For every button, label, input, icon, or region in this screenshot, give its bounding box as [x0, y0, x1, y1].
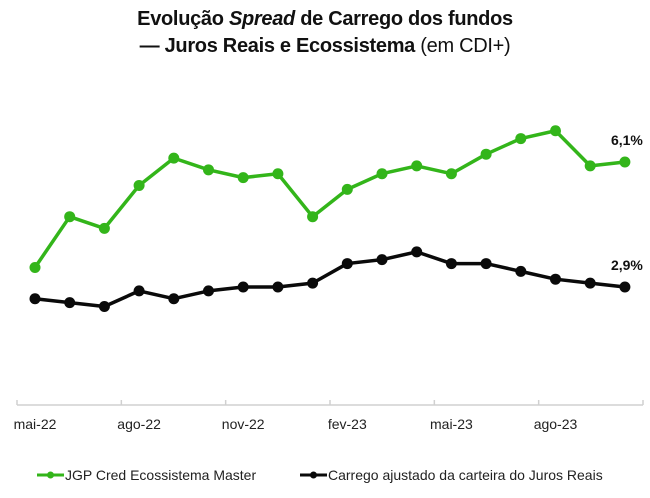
data-point	[203, 285, 214, 297]
data-point	[445, 168, 457, 180]
data-point	[272, 168, 284, 180]
x-tick-label: nov-22	[222, 416, 265, 432]
legend-label: JGP Cred Ecossistema Master	[65, 467, 256, 483]
end-labels: 6,1% 2,9%	[611, 132, 643, 273]
title-emphasis: Spread	[228, 8, 295, 30]
x-tick-label: ago-22	[117, 416, 161, 432]
data-point	[619, 156, 631, 168]
end-value-label: 2,9%	[611, 257, 643, 273]
data-point	[341, 258, 353, 270]
data-point	[307, 211, 319, 223]
data-point	[480, 148, 492, 160]
x-axis: mai-22 ago-22 nov-22 fev-23 mai-23 ago-23	[14, 400, 644, 432]
data-point	[550, 125, 561, 137]
data-point	[98, 222, 110, 234]
series-line	[34, 250, 626, 309]
data-point	[376, 254, 388, 266]
data-point	[619, 281, 631, 293]
data-point	[29, 293, 41, 305]
x-tick-label: ago-23	[534, 416, 578, 432]
title-part: de Carrego dos fundos	[294, 8, 513, 30]
data-point	[29, 261, 41, 273]
data-point	[411, 160, 423, 172]
data-point	[64, 297, 76, 309]
data-point	[584, 160, 596, 172]
data-point	[515, 133, 527, 145]
data-point	[307, 277, 319, 289]
data-point	[237, 281, 249, 293]
end-value-label: 6,1%	[611, 132, 643, 148]
chart-title-line-1: Evolução Spread de Carrego dos fundos	[0, 6, 650, 33]
data-point	[515, 265, 527, 277]
legend-marker-swatch	[310, 471, 317, 479]
data-point	[98, 301, 110, 313]
chart-title: Evolução Spread de Carrego dos fundos — …	[0, 6, 650, 60]
data-point	[168, 152, 180, 164]
data-point	[203, 164, 214, 176]
series-layer	[29, 125, 631, 313]
data-point	[237, 172, 249, 184]
legend-marker-swatch	[47, 471, 54, 479]
title-part: — Juros Reais e Ecossistema	[139, 35, 416, 57]
data-point	[480, 258, 492, 270]
series-line	[33, 129, 626, 269]
series-1	[29, 246, 631, 313]
data-point	[550, 273, 561, 285]
x-tick-label: fev-23	[328, 416, 367, 432]
data-point	[341, 183, 353, 195]
chart-title-line-2: — Juros Reais e Ecossistema (em CDI+)	[0, 33, 650, 60]
title-part: Evolução	[137, 8, 229, 30]
data-point	[133, 285, 145, 297]
title-unit: (em CDI+)	[415, 35, 511, 57]
data-point	[584, 277, 596, 289]
data-point	[411, 246, 423, 258]
data-point	[64, 211, 76, 223]
legend: JGP Cred Ecossistema Master Carrego ajust…	[37, 467, 603, 483]
data-point	[376, 168, 388, 180]
x-tick-label: mai-22	[14, 416, 57, 432]
legend-item: JGP Cred Ecossistema Master	[37, 467, 256, 483]
series-0	[29, 125, 631, 273]
legend-item: Carrego ajustado da carteira do Juros Re…	[300, 467, 603, 483]
legend-label: Carrego ajustado da carteira do Juros Re…	[328, 467, 603, 483]
x-tick-label: mai-23	[430, 416, 473, 432]
data-point	[133, 179, 145, 191]
data-point	[272, 281, 284, 293]
data-point	[168, 293, 180, 305]
data-point	[445, 258, 457, 270]
